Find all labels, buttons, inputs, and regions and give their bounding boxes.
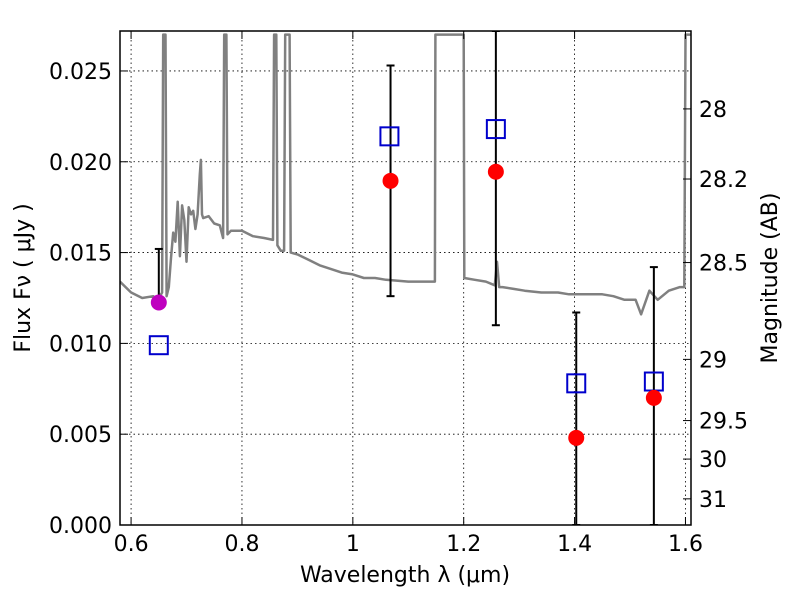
y2-tick-label: 28 (699, 98, 727, 123)
y-tick-label: 0.025 (49, 60, 112, 85)
observed-points (150, 163, 662, 446)
observed-point (487, 163, 504, 180)
x-tick-label: 1 (346, 532, 360, 557)
x-tick-label: 1.6 (668, 532, 703, 557)
y-axis-title: Flux Fν ( μJy ) (11, 203, 36, 352)
grid-lines (120, 31, 691, 525)
y-tick-label: 0.015 (49, 242, 112, 267)
model-bandpass-point (379, 126, 400, 147)
model-bandpass-point (148, 335, 169, 356)
y-tick-label: 0.020 (49, 151, 112, 176)
y-tick-label: 0.005 (49, 423, 112, 448)
y2-axis-title: Magnitude (AB) (758, 193, 783, 364)
y-tick-label: 0.000 (49, 514, 112, 539)
model-bandpass-point (566, 373, 587, 394)
y-axis-ticks: 0.000 0.005 0.010 0.015 0.020 0.025 (49, 60, 128, 539)
x-tick-label: 0.6 (114, 532, 149, 557)
observed-point (568, 429, 585, 446)
y2-axis-ticks: 28 28.2 28.5 29 29.5 30 31 (683, 98, 748, 513)
y2-tick-label: 29 (699, 348, 727, 373)
x-tick-label: 1.2 (446, 532, 481, 557)
observed-point (382, 172, 399, 189)
x-axis-ticks: 0.6 0.8 1 1.2 1.4 1.6 (114, 31, 703, 557)
model-bandpass-points (148, 119, 664, 394)
x-axis-title: Wavelength λ (μm) (300, 563, 510, 588)
y2-tick-label: 30 (699, 448, 727, 473)
model-spectrum (120, 33, 691, 316)
y2-tick-label: 31 (699, 488, 727, 513)
x-tick-label: 1.4 (557, 532, 592, 557)
y2-tick-label: 28.5 (699, 252, 748, 277)
y2-tick-label: 29.5 (699, 410, 748, 435)
y-tick-label: 0.010 (49, 332, 112, 357)
y2-tick-label: 28.2 (699, 168, 748, 193)
model-spectrum-line (120, 33, 691, 316)
observed-point (645, 389, 662, 406)
x-tick-label: 0.8 (224, 532, 259, 557)
plot-frame (119, 30, 692, 526)
observed-point (150, 294, 167, 311)
model-bandpass-point (485, 119, 506, 140)
error-bars (154, 31, 658, 525)
